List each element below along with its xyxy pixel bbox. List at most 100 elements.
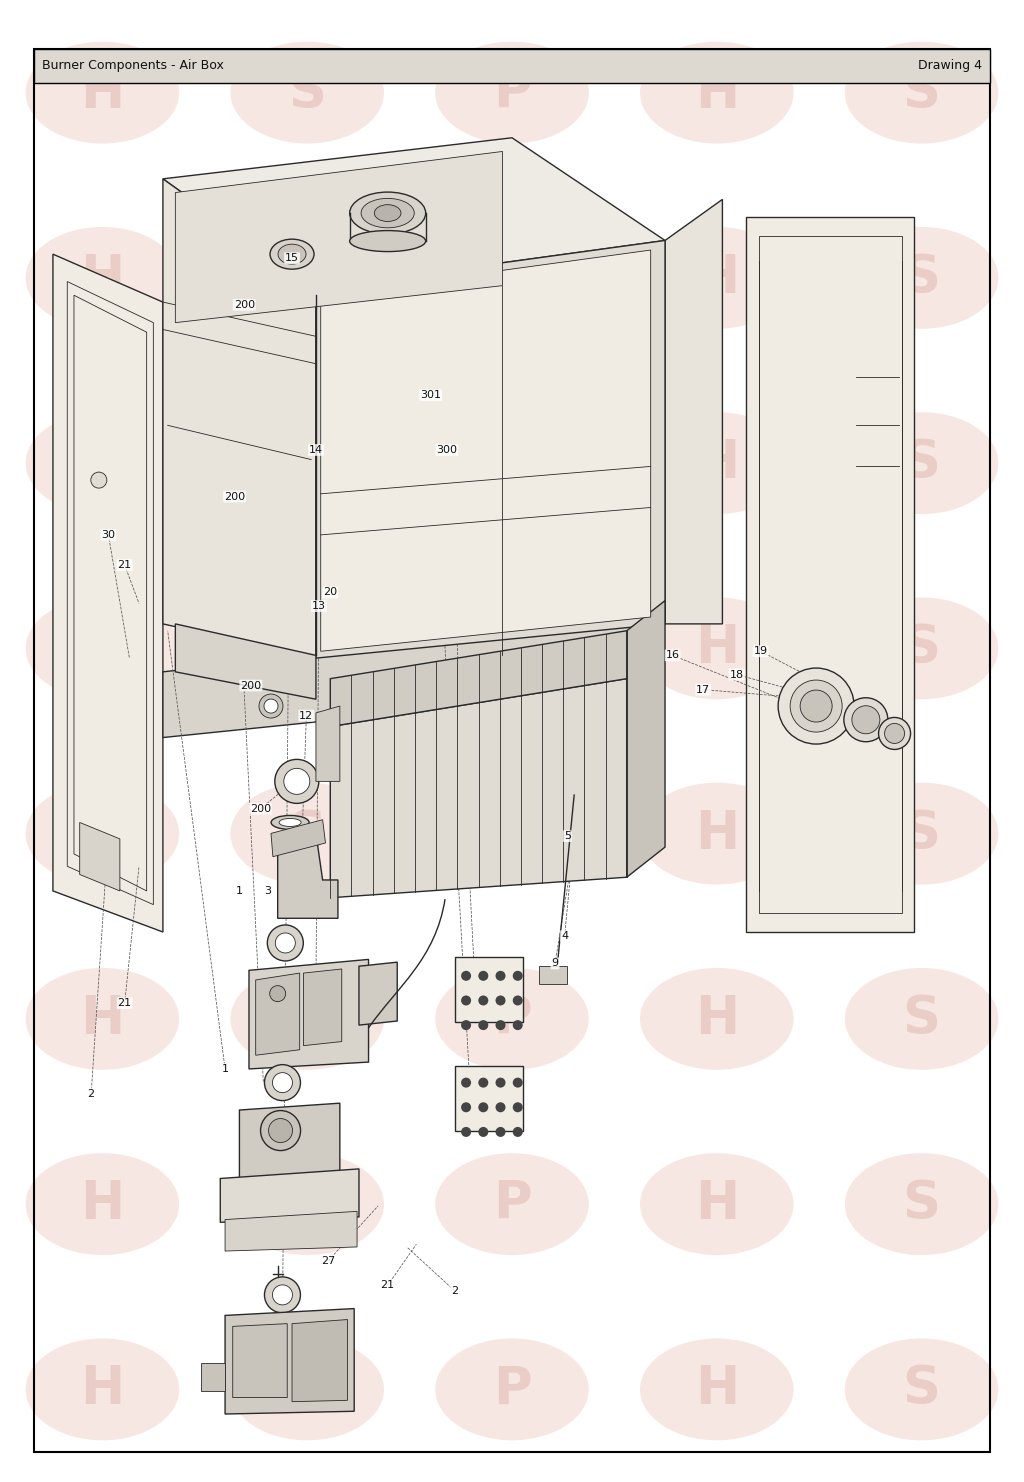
Text: P: P [493,437,531,489]
Polygon shape [175,151,503,323]
Circle shape [496,1077,506,1088]
Ellipse shape [280,818,301,827]
Text: 19: 19 [754,646,768,657]
Text: H: H [694,67,739,119]
Circle shape [513,996,522,1005]
Text: 16: 16 [666,651,680,661]
Ellipse shape [640,782,794,885]
Ellipse shape [349,193,426,234]
Text: S: S [288,67,327,119]
Ellipse shape [230,1153,384,1255]
Ellipse shape [230,968,384,1070]
Polygon shape [232,1323,288,1398]
Circle shape [496,996,506,1005]
Circle shape [800,691,833,722]
Text: S: S [902,252,941,304]
Text: P: P [493,67,531,119]
Text: 2: 2 [88,1089,95,1098]
Ellipse shape [26,782,179,885]
Text: 14: 14 [309,445,323,455]
Ellipse shape [361,199,415,228]
Text: H: H [80,993,125,1045]
Text: Drawing 4: Drawing 4 [919,59,982,73]
Text: H: H [694,808,739,860]
Text: H: H [694,993,739,1045]
Text: S: S [288,1363,327,1415]
Polygon shape [163,179,316,658]
Circle shape [461,996,471,1005]
Circle shape [461,971,471,981]
Text: P: P [493,808,531,860]
Text: H: H [80,622,125,674]
Ellipse shape [26,412,179,514]
Ellipse shape [640,968,794,1070]
Ellipse shape [435,41,589,144]
Text: H: H [80,1178,125,1230]
Ellipse shape [435,597,589,700]
Text: H: H [80,67,125,119]
Circle shape [461,1020,471,1030]
Text: S: S [902,1363,941,1415]
Polygon shape [359,962,397,1026]
Ellipse shape [640,597,794,700]
Circle shape [478,1077,488,1088]
Polygon shape [201,1363,225,1390]
Ellipse shape [845,227,998,329]
Circle shape [778,668,854,744]
Ellipse shape [26,1338,179,1441]
Text: 2: 2 [451,1286,458,1295]
Bar [539,966,566,984]
Text: Burner Components - Air Box: Burner Components - Air Box [42,59,223,73]
Polygon shape [271,820,326,857]
Polygon shape [175,624,316,700]
Text: H: H [694,437,739,489]
Circle shape [269,986,286,1002]
Circle shape [461,1103,471,1113]
Ellipse shape [845,782,998,885]
Circle shape [496,971,506,981]
Text: 200: 200 [224,492,245,501]
Text: S: S [902,437,941,489]
Text: S: S [288,808,327,860]
Circle shape [91,473,106,488]
Text: P: P [493,1363,531,1415]
Ellipse shape [435,968,589,1070]
Circle shape [844,698,888,742]
Circle shape [264,700,278,713]
Ellipse shape [435,227,589,329]
Circle shape [259,694,283,719]
Ellipse shape [279,245,306,264]
Ellipse shape [845,412,998,514]
Polygon shape [321,250,650,651]
Circle shape [513,1020,522,1030]
Text: 3: 3 [264,886,271,897]
Ellipse shape [435,782,589,885]
Ellipse shape [845,597,998,700]
Text: 5: 5 [564,831,571,842]
Circle shape [478,971,488,981]
Text: 1: 1 [221,1064,228,1074]
Text: S: S [288,622,327,674]
Polygon shape [240,1103,340,1181]
Circle shape [274,759,318,803]
Circle shape [272,1285,293,1304]
Text: 200: 200 [233,299,255,310]
Text: 1: 1 [236,886,243,897]
Text: H: H [80,252,125,304]
Ellipse shape [230,41,384,144]
Text: 300: 300 [436,445,458,455]
Circle shape [267,925,303,960]
Ellipse shape [640,227,794,329]
Ellipse shape [435,1153,589,1255]
Text: H: H [80,437,125,489]
Ellipse shape [845,1338,998,1441]
Circle shape [852,705,880,734]
Circle shape [478,1020,488,1030]
Circle shape [513,1103,522,1113]
Text: S: S [902,67,941,119]
Ellipse shape [845,1153,998,1255]
Ellipse shape [230,597,384,700]
Ellipse shape [230,1338,384,1441]
Ellipse shape [845,968,998,1070]
Circle shape [275,934,295,953]
